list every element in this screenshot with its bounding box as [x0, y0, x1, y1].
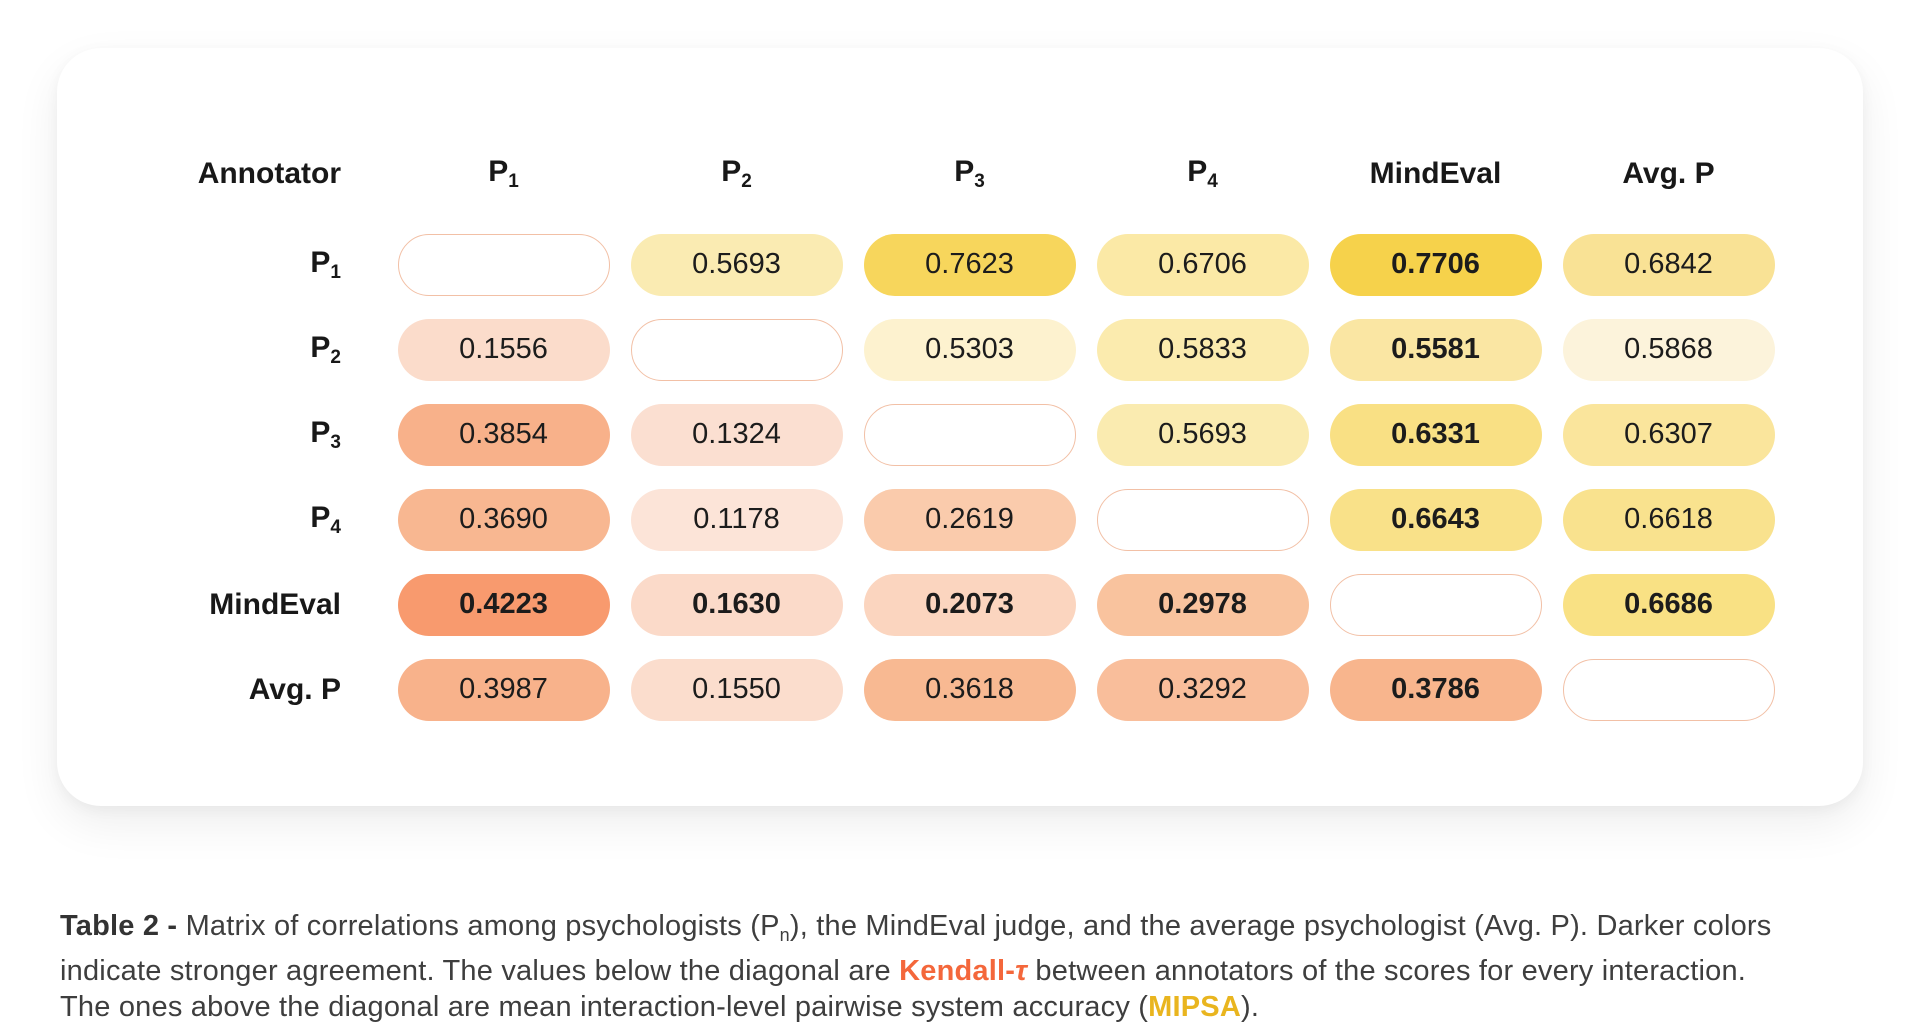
- column-header-p1: P1: [488, 155, 519, 193]
- kendall-tau-highlight: Kendall-: [899, 955, 1016, 987]
- matrix-cell: 0.1178: [630, 488, 843, 551]
- correlation-matrix: Annotator P1 P2 P3 P4 MindEval Avg. P P1 0.5693 0…: [87, 126, 1785, 732]
- row-label-p2: P2: [310, 331, 387, 369]
- column-header-p4-subscript: 4: [1207, 171, 1218, 192]
- column-header-mindeval: MindEval: [1370, 157, 1502, 191]
- matrix-cell: 0.2619: [863, 488, 1076, 551]
- row-label-p4-text: P: [310, 500, 331, 534]
- matrix-cell: 0.3786: [1329, 658, 1542, 721]
- matrix-cell-diagonal: [863, 403, 1076, 466]
- matrix-cell: 0.5833: [1096, 318, 1309, 381]
- row-label-p1: P1: [310, 246, 387, 284]
- matrix-cell: 0.7623: [863, 233, 1076, 296]
- matrix-cell: 0.5693: [630, 233, 843, 296]
- row-label-p1-subscript: 1: [330, 261, 341, 283]
- row-label-p4-subscript: 4: [330, 516, 341, 538]
- matrix-cell: 0.6706: [1096, 233, 1309, 296]
- matrix-cell: 0.1324: [630, 403, 843, 466]
- matrix-cell: 0.6307: [1562, 403, 1775, 466]
- column-header-p4-text: P: [1187, 155, 1208, 188]
- row-label-mindeval-text: MindEval: [209, 587, 341, 621]
- matrix-cell: 0.2978: [1096, 573, 1309, 636]
- column-header-avg-p-text: Avg. P: [1622, 157, 1715, 190]
- column-header-mindeval-text: MindEval: [1369, 157, 1502, 190]
- row-label-p2-text: P: [310, 330, 331, 364]
- matrix-cell-diagonal: [397, 233, 610, 296]
- row-label-p3: P3: [310, 416, 387, 454]
- row-label-avg-p-text: Avg. P: [248, 672, 341, 706]
- matrix-cell-diagonal: [1562, 658, 1775, 721]
- matrix-cell: 0.3987: [397, 658, 610, 721]
- matrix-cell: 0.5693: [1096, 403, 1309, 466]
- row-label-p2-subscript: 2: [330, 346, 341, 368]
- matrix-cell: 0.6643: [1329, 488, 1542, 551]
- matrix-cell: 0.5303: [863, 318, 1076, 381]
- matrix-cell: 0.3690: [397, 488, 610, 551]
- table-caption: Table 2 - Matrix of correlations among p…: [60, 908, 1790, 1025]
- column-header-p2-subscript: 2: [741, 171, 752, 192]
- matrix-cell: 0.6842: [1562, 233, 1775, 296]
- matrix-cell-diagonal: [1096, 488, 1309, 551]
- matrix-cell-diagonal: [630, 318, 843, 381]
- matrix-cell: 0.3292: [1096, 658, 1309, 721]
- matrix-cell: 0.4223: [397, 573, 610, 636]
- matrix-cell: 0.6331: [1329, 403, 1542, 466]
- column-header-avg-p: Avg. P: [1622, 157, 1714, 191]
- matrix-cell: 0.1556: [397, 318, 610, 381]
- kendall-tau-highlight: τ: [1015, 955, 1028, 987]
- column-header-p3-subscript: 3: [974, 171, 985, 192]
- row-label-mindeval: MindEval: [209, 588, 387, 622]
- column-header-p2-text: P: [721, 155, 742, 188]
- matrix-cell: 0.2073: [863, 573, 1076, 636]
- column-header-p3: P3: [954, 155, 985, 193]
- matrix-cell: 0.7706: [1329, 233, 1542, 296]
- matrix-cell: 0.6618: [1562, 488, 1775, 551]
- matrix-cell-diagonal: [1329, 573, 1542, 636]
- row-label-p4: P4: [310, 501, 387, 539]
- matrix-cell: 0.5581: [1329, 318, 1542, 381]
- matrix-cell: 0.1630: [630, 573, 843, 636]
- column-header-p1-subscript: 1: [508, 171, 519, 192]
- column-header-annotator-text: Annotator: [197, 157, 341, 190]
- matrix-cell: 0.5868: [1562, 318, 1775, 381]
- matrix-cell: 0.1550: [630, 658, 843, 721]
- column-header-p4: P4: [1187, 155, 1218, 193]
- column-header-p3-text: P: [954, 155, 975, 188]
- row-label-avg-p: Avg. P: [249, 673, 387, 707]
- table-card: Annotator P1 P2 P3 P4 MindEval Avg. P P1 0.5693 0…: [57, 48, 1863, 806]
- caption-table-number: Table 2 -: [60, 910, 186, 942]
- caption-text: ).: [1240, 991, 1260, 1023]
- caption-text: n: [779, 925, 790, 945]
- column-header-p2: P2: [721, 155, 752, 193]
- row-label-p3-subscript: 3: [330, 431, 341, 453]
- column-header-annotator: Annotator: [198, 157, 387, 191]
- matrix-cell: 0.6686: [1562, 573, 1775, 636]
- column-header-p1-text: P: [488, 155, 509, 188]
- caption-text: Matrix of correlations among psychologis…: [185, 910, 780, 942]
- mipsa-highlight: MIPSA: [1148, 991, 1241, 1023]
- row-label-p3-text: P: [310, 415, 331, 449]
- caption-text: ), the MindEval judge, and the average p…: [60, 910, 1772, 987]
- matrix-cell: 0.3854: [397, 403, 610, 466]
- matrix-cell: 0.3618: [863, 658, 1076, 721]
- row-label-p1-text: P: [310, 245, 331, 279]
